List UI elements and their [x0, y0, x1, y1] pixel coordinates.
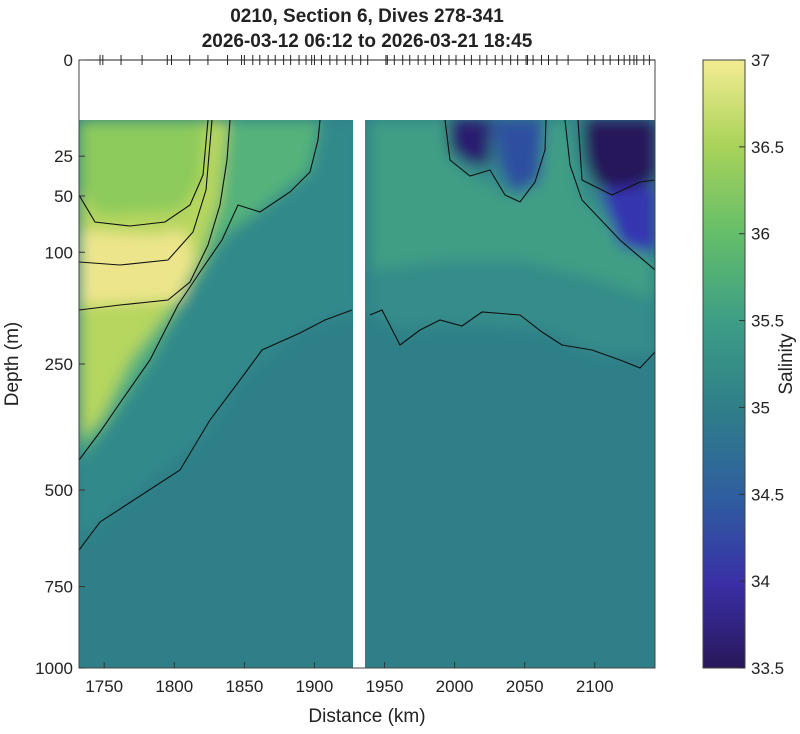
salinity-field [79, 120, 655, 668]
y-tick-label: 25 [54, 147, 73, 166]
y-axis-label: Depth (m) [2, 322, 23, 406]
contour-line [79, 120, 231, 311]
y-tick-label: 500 [45, 481, 73, 500]
colorbar-tick-label: 35 [751, 398, 770, 417]
x-tick-label: 1750 [85, 677, 123, 696]
y-tick-label: 0 [64, 51, 73, 70]
colorbar-tick-label: 37 [751, 51, 770, 70]
colorbar-tick-label: 34.5 [751, 485, 784, 504]
contour-lines [79, 120, 655, 551]
chart-title-line2: 2026-03-12 06:12 to 2026-03-21 18:45 [202, 31, 533, 52]
y-axis-ticks: 0 25 50 100 250 500 750 1000 [35, 51, 85, 678]
colorbar-tick-label: 36.5 [751, 138, 784, 157]
x-tick-label: 2000 [436, 677, 474, 696]
y-tick-label: 50 [54, 187, 73, 206]
x-axis-ticks: 1750 1800 1850 1900 1950 2000 2050 2100 [85, 662, 614, 696]
x-axis-label: Distance (km) [308, 706, 425, 727]
contour-line [79, 120, 321, 461]
y-tick-label: 100 [45, 243, 73, 262]
colorbar-label: Salinity [776, 333, 797, 395]
x-tick-label: 1850 [225, 677, 263, 696]
colorbar-tick-label: 35.5 [751, 312, 784, 331]
x-tick-label: 1950 [366, 677, 404, 696]
data-gap [353, 120, 365, 668]
colorbar-tick-label: 33.5 [751, 659, 784, 678]
contour-line [79, 120, 213, 266]
contour-line [79, 120, 209, 227]
x-tick-label: 1800 [155, 677, 193, 696]
y-tick-label: 750 [45, 578, 73, 597]
colorbar [702, 59, 746, 669]
contour-line [577, 120, 655, 196]
x-tick-label: 1900 [296, 677, 334, 696]
x-tick-label: 2050 [506, 677, 544, 696]
chart-title-line1: 0210, Section 6, Dives 278-341 [230, 6, 504, 27]
contour-line [369, 309, 655, 369]
contour-line [79, 309, 353, 551]
contour-line [564, 120, 655, 271]
y-tick-label: 1000 [35, 659, 73, 678]
colorbar-tick-label: 36 [751, 225, 770, 244]
dive-ticks [99, 55, 650, 65]
x-tick-label: 2100 [576, 677, 614, 696]
colorbar-tick-label: 34 [751, 572, 770, 591]
colorbar-ticks: 33.5 34 34.5 35 35.5 36 36.5 37 [739, 51, 784, 678]
contour-line [444, 120, 547, 203]
y-tick-label: 250 [45, 355, 73, 374]
